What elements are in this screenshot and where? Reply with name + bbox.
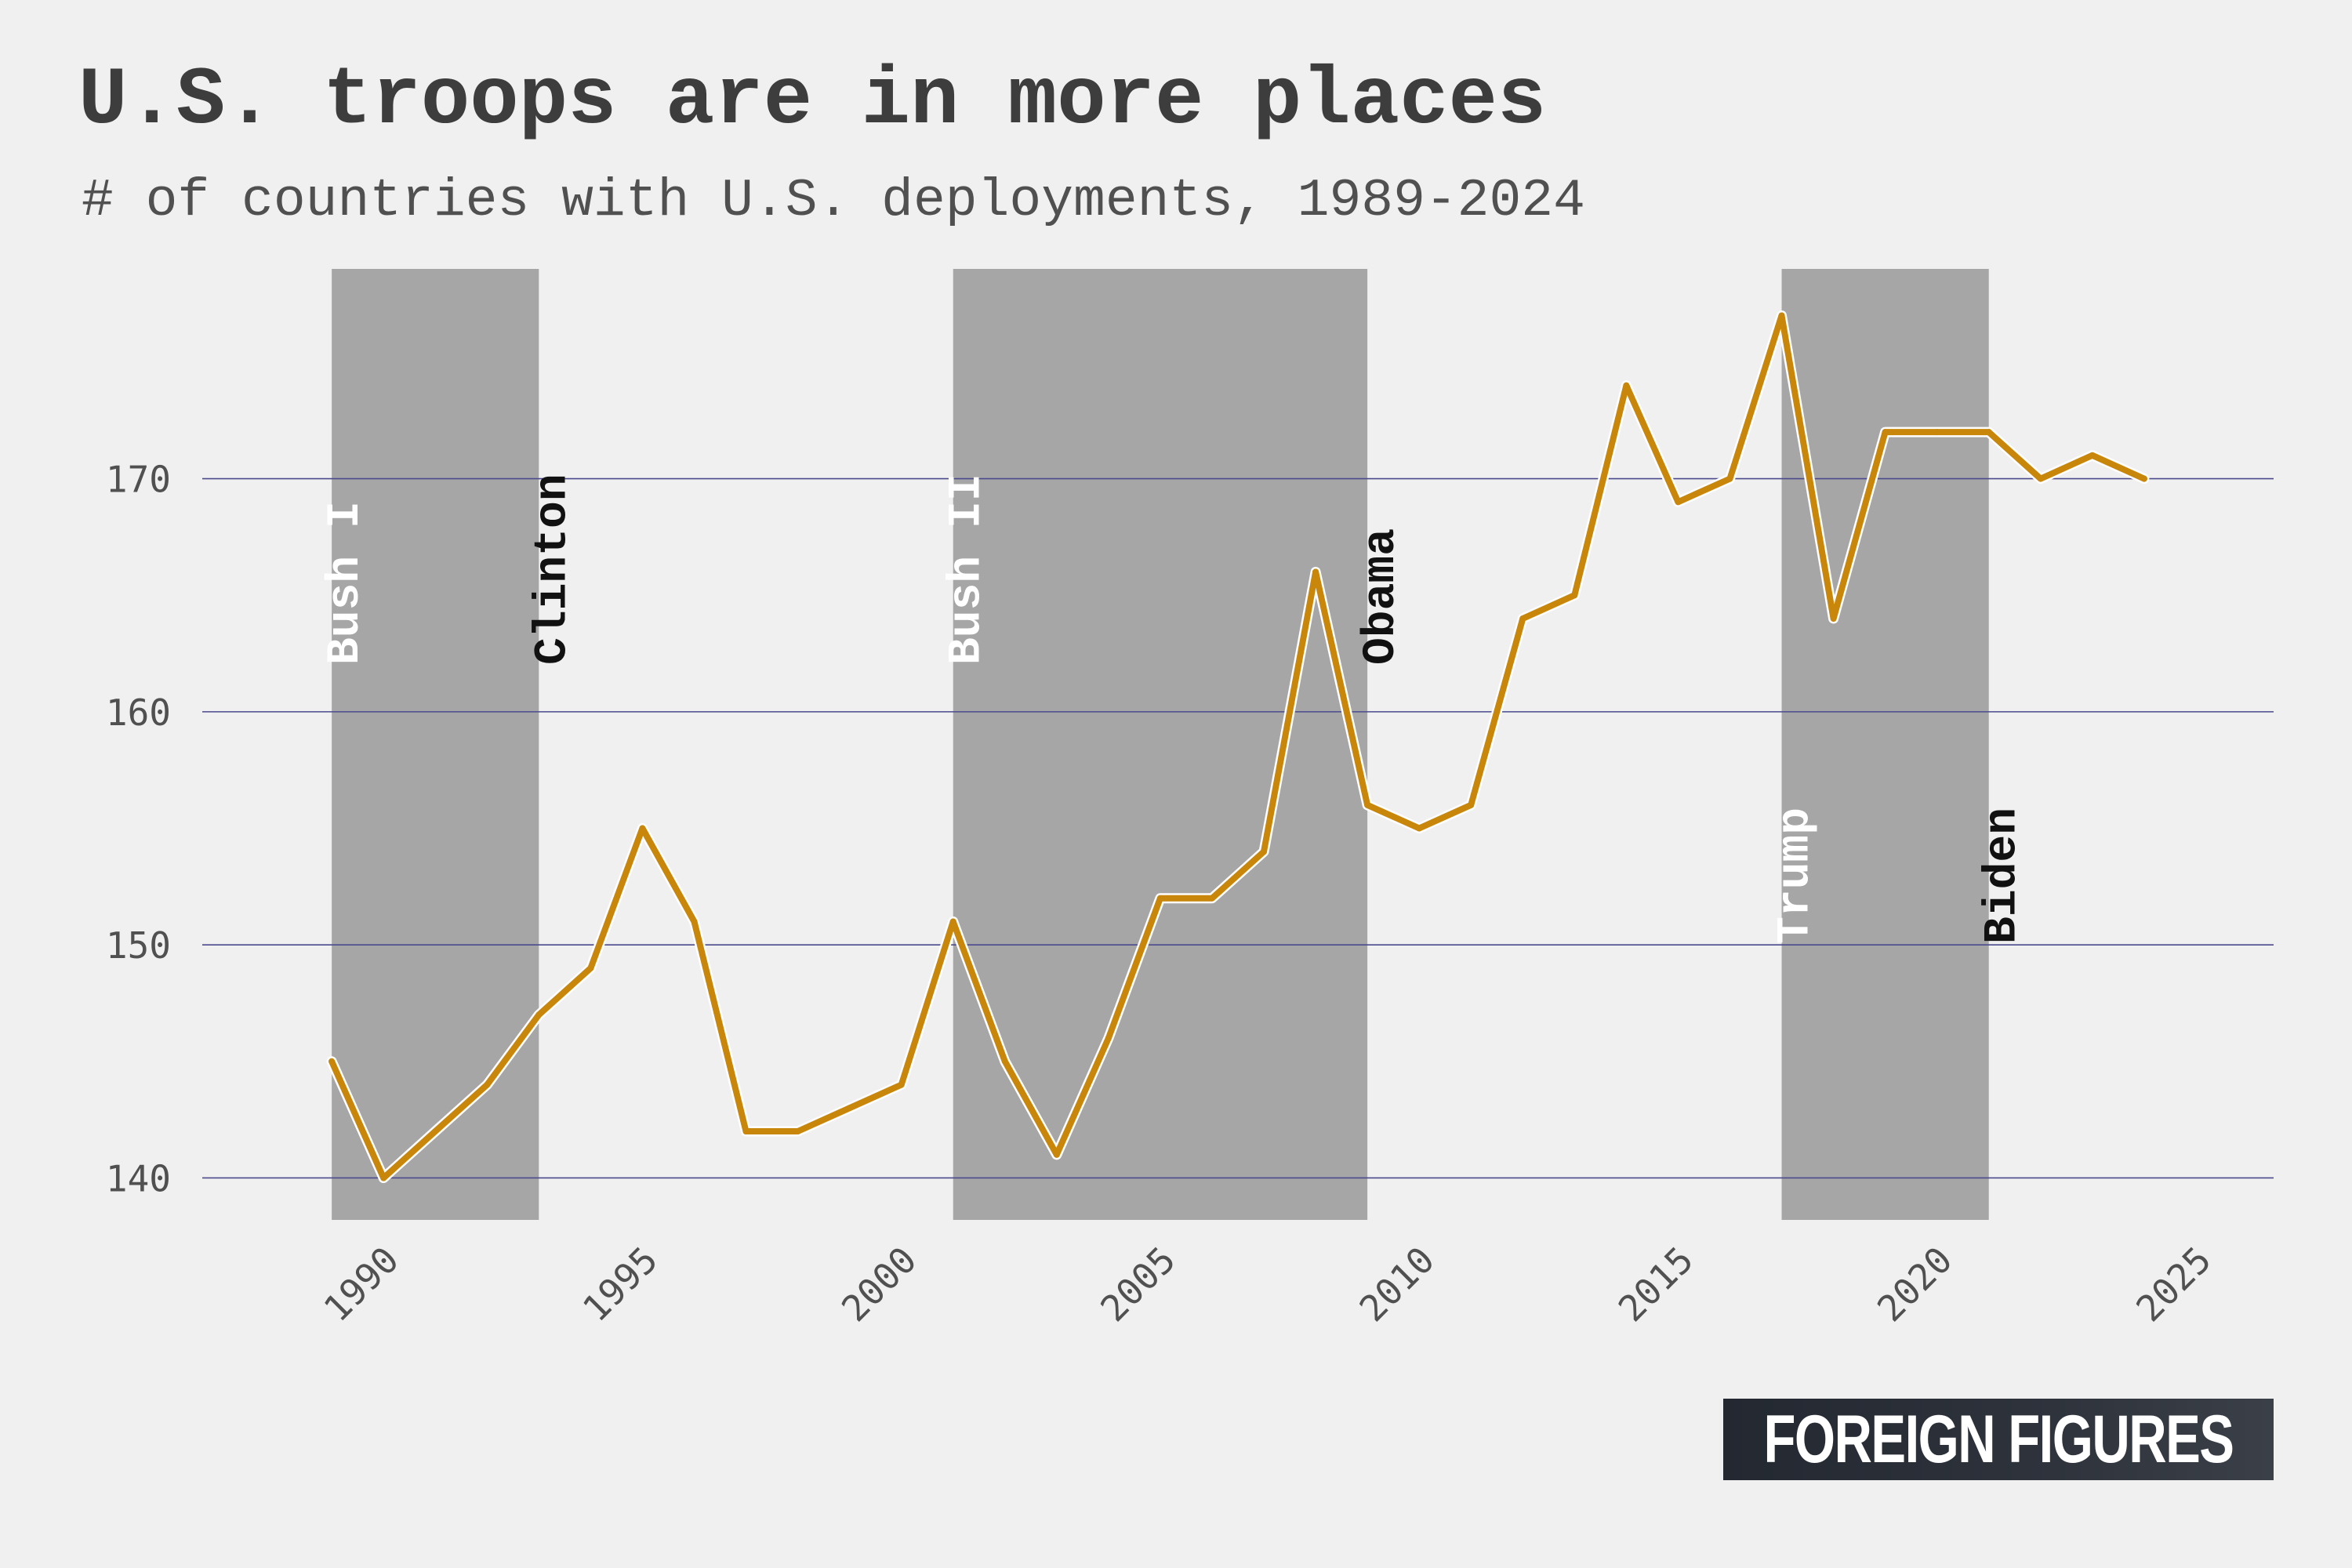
presidency-label-trump: Trump — [1771, 808, 1822, 944]
data-point-1997 — [742, 1128, 750, 1135]
shade-bush-i — [332, 269, 539, 1220]
data-point-2020 — [1933, 429, 1940, 436]
data-point-2005 — [1156, 895, 1163, 902]
shade-bush-ii — [953, 269, 1368, 1220]
presidency-label-clinton: Clinton — [528, 474, 579, 665]
data-point-2004 — [1105, 1035, 1112, 1042]
data-point-2022 — [2037, 475, 2044, 482]
shade-trump — [1781, 269, 1989, 1220]
data-point-2012 — [1519, 615, 1526, 622]
data-point-2010 — [1416, 825, 1423, 832]
y-tick-label-170: 170 — [106, 459, 171, 501]
x-axis-ticks: 1990 1995 2000 2005 2010 2015 2020 2025 — [315, 1239, 2219, 1330]
data-point-1989 — [328, 1058, 336, 1065]
data-point-1992 — [484, 1081, 491, 1088]
data-point-2001 — [949, 918, 956, 925]
data-point-2000 — [898, 1081, 905, 1088]
presidency-label-obama: Obama — [1356, 528, 1407, 665]
y-tick-label-160: 160 — [106, 691, 171, 734]
x-tick-label-2025: 2025 — [2128, 1239, 2220, 1330]
logo-text: FOREIGN FIGURES — [1763, 1401, 2235, 1477]
data-point-2009 — [1364, 801, 1371, 808]
chart-title: U.S. troops are in more places — [78, 55, 1547, 147]
data-point-2015 — [1675, 499, 1682, 506]
x-tick-label-1990: 1990 — [315, 1239, 407, 1330]
presidency-shading — [332, 269, 1989, 1220]
data-point-2016 — [1726, 475, 1733, 482]
data-point-1993 — [535, 1011, 543, 1018]
data-point-2017 — [1778, 312, 1785, 319]
data-point-2007 — [1261, 848, 1268, 855]
data-point-2011 — [1468, 801, 1475, 808]
x-tick-label-2005: 2005 — [1092, 1239, 1184, 1330]
data-point-1995 — [639, 825, 646, 832]
y-tick-label-140: 140 — [106, 1157, 171, 1200]
y-axis-ticks: 140 150 160 170 — [106, 459, 171, 1200]
data-point-1998 — [794, 1128, 801, 1135]
foreign-figures-logo: FOREIGN FIGURES — [1723, 1399, 2274, 1480]
presidency-label-bush-ii: Bush II — [942, 474, 993, 665]
data-point-2003 — [1053, 1151, 1060, 1158]
data-point-2024 — [2140, 475, 2147, 482]
x-tick-label-2010: 2010 — [1351, 1239, 1443, 1330]
presidency-label-bush-i: Bush I — [321, 501, 372, 665]
data-point-1991 — [432, 1128, 439, 1135]
series-layer — [326, 310, 2150, 1183]
x-tick-label-2015: 2015 — [1610, 1239, 1702, 1330]
data-point-1990 — [380, 1174, 387, 1181]
data-point-2006 — [1208, 895, 1215, 902]
series-line-0 — [328, 312, 2147, 1181]
x-tick-label-1995: 1995 — [575, 1239, 666, 1330]
chart-subtitle: # of countries with U.S. deployments, 19… — [82, 171, 1585, 231]
x-tick-label-2000: 2000 — [833, 1239, 925, 1330]
y-tick-label-150: 150 — [106, 924, 171, 967]
gridlines — [202, 477, 2274, 1179]
data-point-1996 — [691, 918, 698, 925]
data-point-2014 — [1623, 382, 1630, 389]
data-point-2013 — [1571, 592, 1578, 599]
data-point-2008 — [1312, 568, 1319, 575]
data-point-1999 — [846, 1105, 853, 1112]
data-point-2021 — [1985, 429, 1992, 436]
data-point-2023 — [2089, 452, 2096, 459]
data-point-1994 — [587, 964, 594, 971]
presidency-labels: Bush I Clinton Bush II Obama Trump Biden — [321, 474, 2029, 944]
data-point-2018 — [1830, 615, 1837, 622]
data-point-2019 — [1882, 429, 1889, 436]
x-tick-label-2020: 2020 — [1869, 1239, 1961, 1330]
presidency-label-biden: Biden — [1978, 808, 2029, 944]
data-point-2002 — [1001, 1058, 1008, 1065]
